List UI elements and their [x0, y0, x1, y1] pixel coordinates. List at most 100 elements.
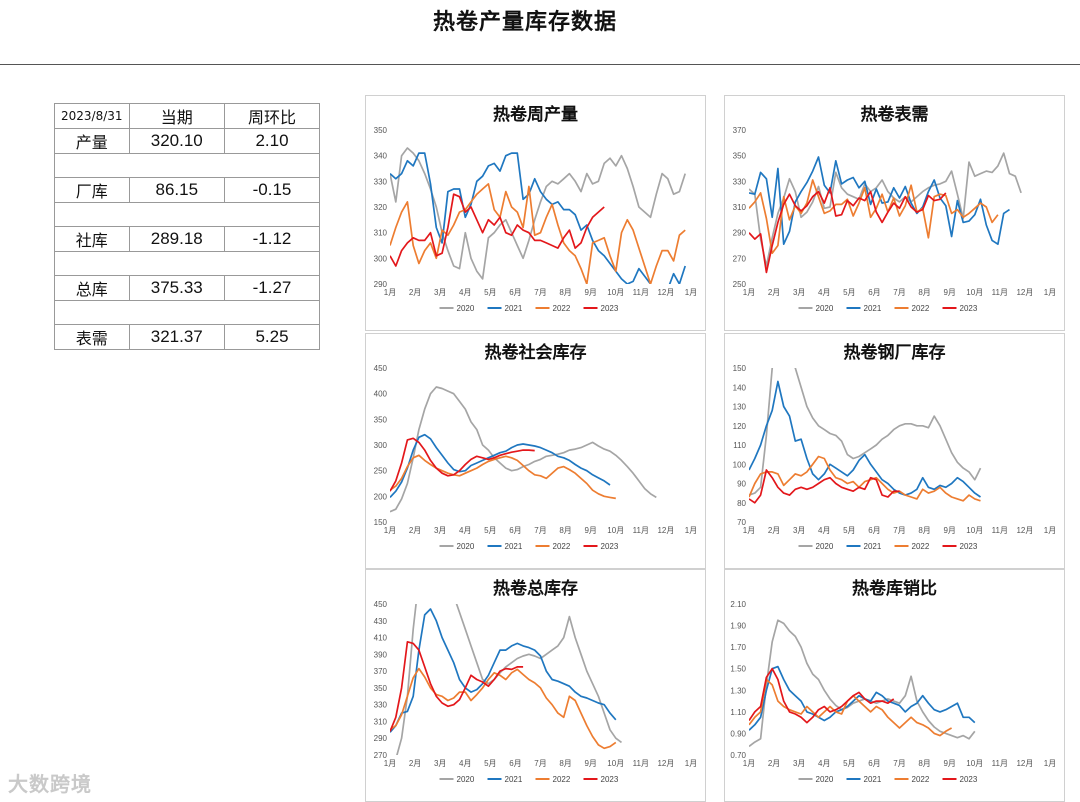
chart-svg: 热卷库销比 0.70 0.90 1.10 1.30 1.50 1.70 1.90 2.10 1月 2…	[730, 578, 1056, 784]
y-tick-label: 330	[733, 177, 747, 186]
x-tick-label: 3月	[434, 288, 446, 297]
series-line-2023	[749, 186, 947, 274]
series-line-2021	[749, 156, 1010, 246]
x-tick-label: 1月	[1044, 288, 1056, 297]
x-tick-label: 9月	[943, 759, 955, 768]
x-tick-label: 2月	[409, 526, 421, 535]
x-tick-label: 12月	[657, 759, 674, 768]
title-divider	[0, 64, 1080, 65]
y-tick-label: 250	[374, 467, 388, 476]
y-tick-label: 370	[733, 126, 747, 135]
row-label: 表需	[54, 324, 130, 350]
y-tick-label: 0.70	[730, 751, 746, 760]
row-current: 375.33	[128, 275, 225, 301]
y-tick-label: 130	[733, 403, 747, 412]
summary-row-total-stock: 总库 375.33 -1.27	[54, 275, 321, 301]
summary-row-demand: 表需 321.37 5.25	[54, 324, 321, 350]
chart-svg: 热卷表需 250 270 290 310 330 350 370 1月 2月 3月 4月 5月 6月 7月 8…	[733, 104, 1057, 313]
page-title: 热卷产量库存数据	[432, 10, 617, 35]
chart-social-inventory: 热卷社会库存 150 200 250 300 350 400 450 1月 2月 3月 4月 5月 6月 7…	[365, 333, 706, 569]
x-tick-label: 1月	[384, 288, 396, 297]
x-tick-label: 3月	[793, 759, 805, 768]
row-current: 86.15	[128, 177, 225, 203]
x-tick-label: 10月	[966, 288, 983, 297]
x-tick-label: 7月	[534, 288, 546, 297]
y-tick-label: 400	[374, 390, 388, 399]
x-tick-label: 1月	[685, 526, 697, 535]
x-tick-label: 1月	[1044, 526, 1056, 535]
x-tick-label: 9月	[584, 288, 596, 297]
x-tick-label: 8月	[559, 759, 571, 768]
y-tick-label: 110	[733, 441, 746, 450]
y-tick-label: 290	[374, 734, 388, 743]
x-tick-label: 9月	[943, 288, 955, 297]
y-tick-label: 140	[733, 383, 747, 392]
row-label: 总库	[54, 275, 130, 301]
legend-label: 2022	[553, 542, 571, 551]
x-tick-label: 6月	[509, 288, 521, 297]
y-tick-label: 340	[374, 152, 388, 161]
legend-label: 2022	[553, 775, 571, 784]
x-tick-label: 12月	[657, 526, 674, 535]
row-label: 厂库	[54, 177, 130, 203]
legend-label: 2023	[601, 775, 619, 784]
y-tick-label: 310	[374, 717, 388, 726]
y-tick-label: 290	[733, 229, 747, 238]
x-tick-label: 1月	[743, 288, 755, 297]
chart-total-inventory: 热卷总库存 270 290 310 330 350 370 390 410 430 450 1月 2月 3…	[365, 569, 706, 802]
x-tick-label: 9月	[943, 526, 955, 535]
x-tick-label: 10月	[607, 759, 624, 768]
y-tick-label: 0.90	[730, 729, 746, 738]
row-label: 社库	[54, 226, 130, 252]
chart-svg: 热卷钢厂库存 70 80 90 100 110 120 130 140 150 1月 2月 3月 4月 5月…	[733, 342, 1057, 551]
y-tick-label: 350	[374, 126, 388, 135]
legend-label: 2020	[457, 304, 475, 313]
y-tick-label: 320	[374, 203, 388, 212]
legend-label: 2021	[505, 775, 523, 784]
series-line-2023	[749, 667, 895, 724]
chart-title: 热卷总库存	[493, 578, 578, 599]
legend-label: 2023	[960, 542, 978, 551]
series-line-2022	[749, 179, 999, 255]
y-tick-label: 390	[374, 650, 388, 659]
summary-row-social-stock: 社库 289.18 -1.12	[54, 226, 321, 252]
series-line-2021	[390, 433, 611, 498]
y-tick-label: 450	[374, 364, 388, 373]
x-tick-label: 7月	[893, 288, 905, 297]
legend-label: 2020	[457, 775, 475, 784]
y-tick-label: 410	[374, 634, 388, 643]
x-tick-label: 5月	[484, 288, 496, 297]
legend-label: 2022	[912, 304, 930, 313]
y-tick-label: 150	[374, 518, 388, 527]
y-tick-label: 310	[374, 229, 388, 238]
series-line-2022	[390, 454, 616, 500]
x-tick-label: 5月	[843, 759, 855, 768]
series-line-2023	[390, 640, 524, 732]
x-tick-label: 2月	[768, 526, 780, 535]
summary-row-mill-stock: 厂库 86.15 -0.15	[54, 177, 321, 203]
x-tick-label: 8月	[559, 288, 571, 297]
x-tick-label: 4月	[459, 288, 471, 297]
y-tick-label: 330	[374, 177, 388, 186]
summary-header-row: 2023/8/31 当期 周环比	[54, 103, 321, 129]
legend-label: 2023	[960, 304, 978, 313]
legend-label: 2022	[553, 304, 571, 313]
summary-spacer	[54, 153, 320, 178]
x-tick-label: 5月	[484, 526, 496, 535]
x-tick-label: 10月	[966, 526, 983, 535]
x-tick-label: 1月	[1044, 759, 1056, 768]
series-line-2023	[390, 437, 535, 492]
legend-label: 2020	[816, 775, 834, 784]
x-tick-label: 10月	[966, 759, 983, 768]
x-tick-label: 9月	[584, 526, 596, 535]
y-tick-label: 350	[374, 684, 388, 693]
series-line-2022	[749, 455, 981, 502]
x-tick-label: 4月	[818, 526, 830, 535]
x-tick-label: 4月	[818, 759, 830, 768]
x-tick-label: 1月	[685, 288, 697, 297]
x-tick-label: 1月	[384, 526, 396, 535]
summary-date: 2023/8/31	[54, 103, 130, 129]
chart-apparent-demand: 热卷表需 250 270 290 310 330 350 370 1月 2月 3月 4月 5月 6月 7月 8…	[724, 95, 1065, 331]
y-tick-label: 1.50	[730, 665, 746, 674]
x-tick-label: 7月	[893, 526, 905, 535]
